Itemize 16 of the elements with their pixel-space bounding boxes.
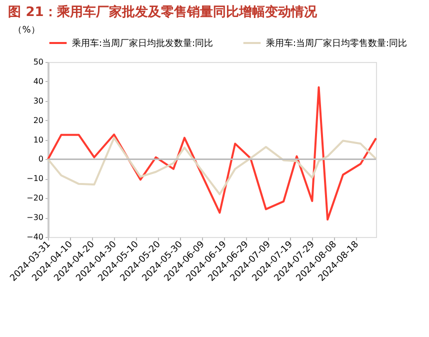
line-series	[47, 86, 377, 220]
legend-label: 乘用车:当周厂家日均批发数量:同比	[72, 38, 214, 49]
y-tick-label: 20	[33, 116, 44, 125]
line-series	[47, 136, 377, 196]
y-tick-label: 30	[33, 96, 44, 106]
y-axis-title: （%）	[13, 26, 40, 36]
y-tick-label: 40	[33, 76, 44, 86]
chart-title: 图 21：乘用车厂家批发及零售销量同比增幅变动情况	[8, 4, 318, 20]
y-tick-label: 0	[38, 154, 44, 164]
y-tick-label: −10	[26, 174, 44, 184]
y-tick-label: −40	[26, 232, 44, 242]
y-tick-label: 10	[33, 135, 44, 144]
y-tick-label: −30	[26, 213, 44, 222]
legend-label: 乘用车:当周厂家日均零售数量:同比	[266, 38, 408, 49]
y-tick-label: −20	[26, 194, 44, 203]
y-tick-label: 50	[33, 58, 44, 66]
